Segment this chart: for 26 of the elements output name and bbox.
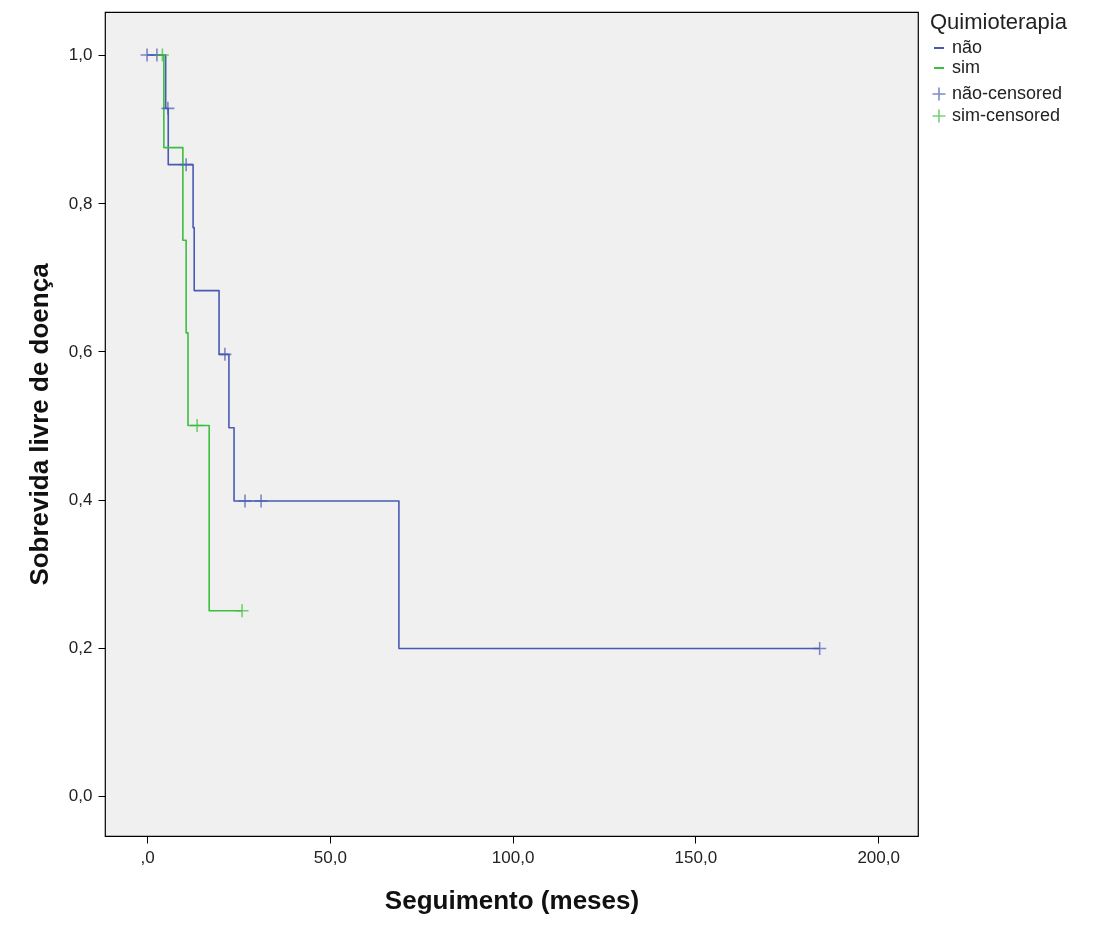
y-tick-label: 0,0 bbox=[68, 786, 93, 806]
y-tick-label: 0,2 bbox=[68, 638, 93, 658]
y-tick-label: 0,8 bbox=[68, 193, 93, 213]
legend-label: sim bbox=[952, 57, 980, 77]
point bbox=[234, 603, 250, 619]
x-tick-label: 150,0 bbox=[674, 847, 718, 867]
legend-label: sim-censored bbox=[952, 105, 1061, 125]
x-tick-label: 100,0 bbox=[491, 847, 535, 867]
y-tick-label: 0,4 bbox=[68, 490, 93, 510]
legend-label: não-censored bbox=[952, 83, 1063, 103]
point bbox=[253, 493, 269, 509]
y-axis-title: Sobrevida livre de doença bbox=[23, 262, 54, 586]
point bbox=[217, 347, 233, 362]
x-tick-label: 50,0 bbox=[313, 847, 347, 867]
point bbox=[178, 157, 194, 172]
legend-label: não bbox=[952, 37, 983, 57]
x-tick-label: ,0 bbox=[140, 847, 155, 867]
point bbox=[237, 493, 253, 509]
y-tick-label: 1,0 bbox=[68, 45, 93, 65]
point bbox=[189, 418, 205, 433]
point bbox=[160, 101, 176, 116]
x-axis-title: Seguimento (meses) bbox=[384, 884, 640, 915]
y-tick-label: 0,6 bbox=[68, 341, 93, 361]
point bbox=[812, 641, 827, 656]
x-tick-label: 200,0 bbox=[857, 847, 900, 867]
legend-title: Quimioterapia bbox=[930, 9, 1068, 34]
